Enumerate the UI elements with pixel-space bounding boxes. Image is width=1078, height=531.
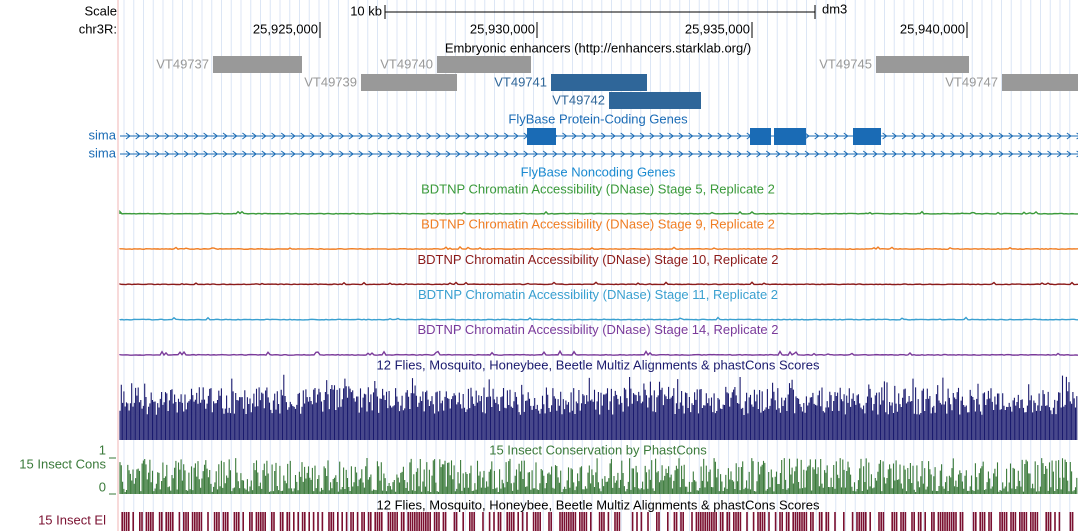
exon <box>527 128 556 145</box>
enhancer <box>609 92 701 109</box>
enhancer <box>213 56 302 73</box>
enhancer <box>437 56 531 73</box>
signal <box>119 209 1078 215</box>
track-label: 15 Insect Cons <box>19 456 106 471</box>
track-title: BDTNP Chromatin Accessibility (DNase) St… <box>417 252 778 267</box>
assembly: dm3 <box>822 1 847 16</box>
track-title: Embryonic enhancers (http://enhancers.st… <box>445 40 751 55</box>
position-label: 25,935,000 <box>685 21 750 36</box>
track-title: FlyBase Noncoding Genes <box>521 164 676 179</box>
track-title: BDTNP Chromatin Accessibility (DNase) St… <box>417 322 778 337</box>
cons-signal <box>119 458 1078 494</box>
signal <box>119 316 1078 321</box>
scale-label: Scale <box>84 3 117 18</box>
position-label: 25,925,000 <box>253 21 318 36</box>
exon <box>750 128 771 145</box>
enhancer-label: VT49737 <box>156 56 209 71</box>
position-label: 25,930,000 <box>470 21 535 36</box>
enhancer-label: VT49739 <box>304 74 357 89</box>
strand-arrows <box>125 150 1078 158</box>
chrom-label: chr3R: <box>79 21 117 36</box>
exon <box>774 128 806 145</box>
axis-label: 0 <box>99 479 106 494</box>
enhancer <box>876 56 969 73</box>
position-label: 25,940,000 <box>900 21 965 36</box>
signal <box>119 349 1078 357</box>
multiz-signal <box>119 374 1078 440</box>
track-title: FlyBase Protein-Coding Genes <box>508 111 688 126</box>
enhancer-label: VT49741 <box>494 74 547 89</box>
enhancer-label: VT49742 <box>552 92 605 107</box>
enhancer <box>361 74 457 91</box>
track-title: BDTNP Chromatin Accessibility (DNase) St… <box>418 287 778 302</box>
signal <box>119 281 1078 286</box>
track-title: 15 Insect Conservation by PhastCons <box>489 442 707 457</box>
axis-label: 1 <box>99 442 106 457</box>
track-label: 15 Insect El <box>38 512 106 527</box>
gene-name: sima <box>89 145 117 160</box>
enhancer-label: VT49745 <box>819 56 872 71</box>
gene-name: sima <box>89 127 117 142</box>
signal <box>119 245 1078 251</box>
enhancer-label: VT49747 <box>945 74 998 89</box>
enhancer-label: VT49740 <box>380 56 433 71</box>
enhancer <box>551 74 647 91</box>
track-title: BDTNP Chromatin Accessibility (DNase) St… <box>421 217 775 232</box>
track-title: 12 Flies, Mosquito, Honeybee, Beetle Mul… <box>377 357 820 372</box>
enhancer <box>1002 74 1078 91</box>
exon <box>853 128 881 145</box>
elements <box>121 512 1074 531</box>
track-title: BDTNP Chromatin Accessibility (DNase) St… <box>421 181 775 196</box>
scale-text: 10 kb <box>350 3 382 18</box>
track-title: 12 Flies, Mosquito, Honeybee, Beetle Mul… <box>377 497 820 512</box>
